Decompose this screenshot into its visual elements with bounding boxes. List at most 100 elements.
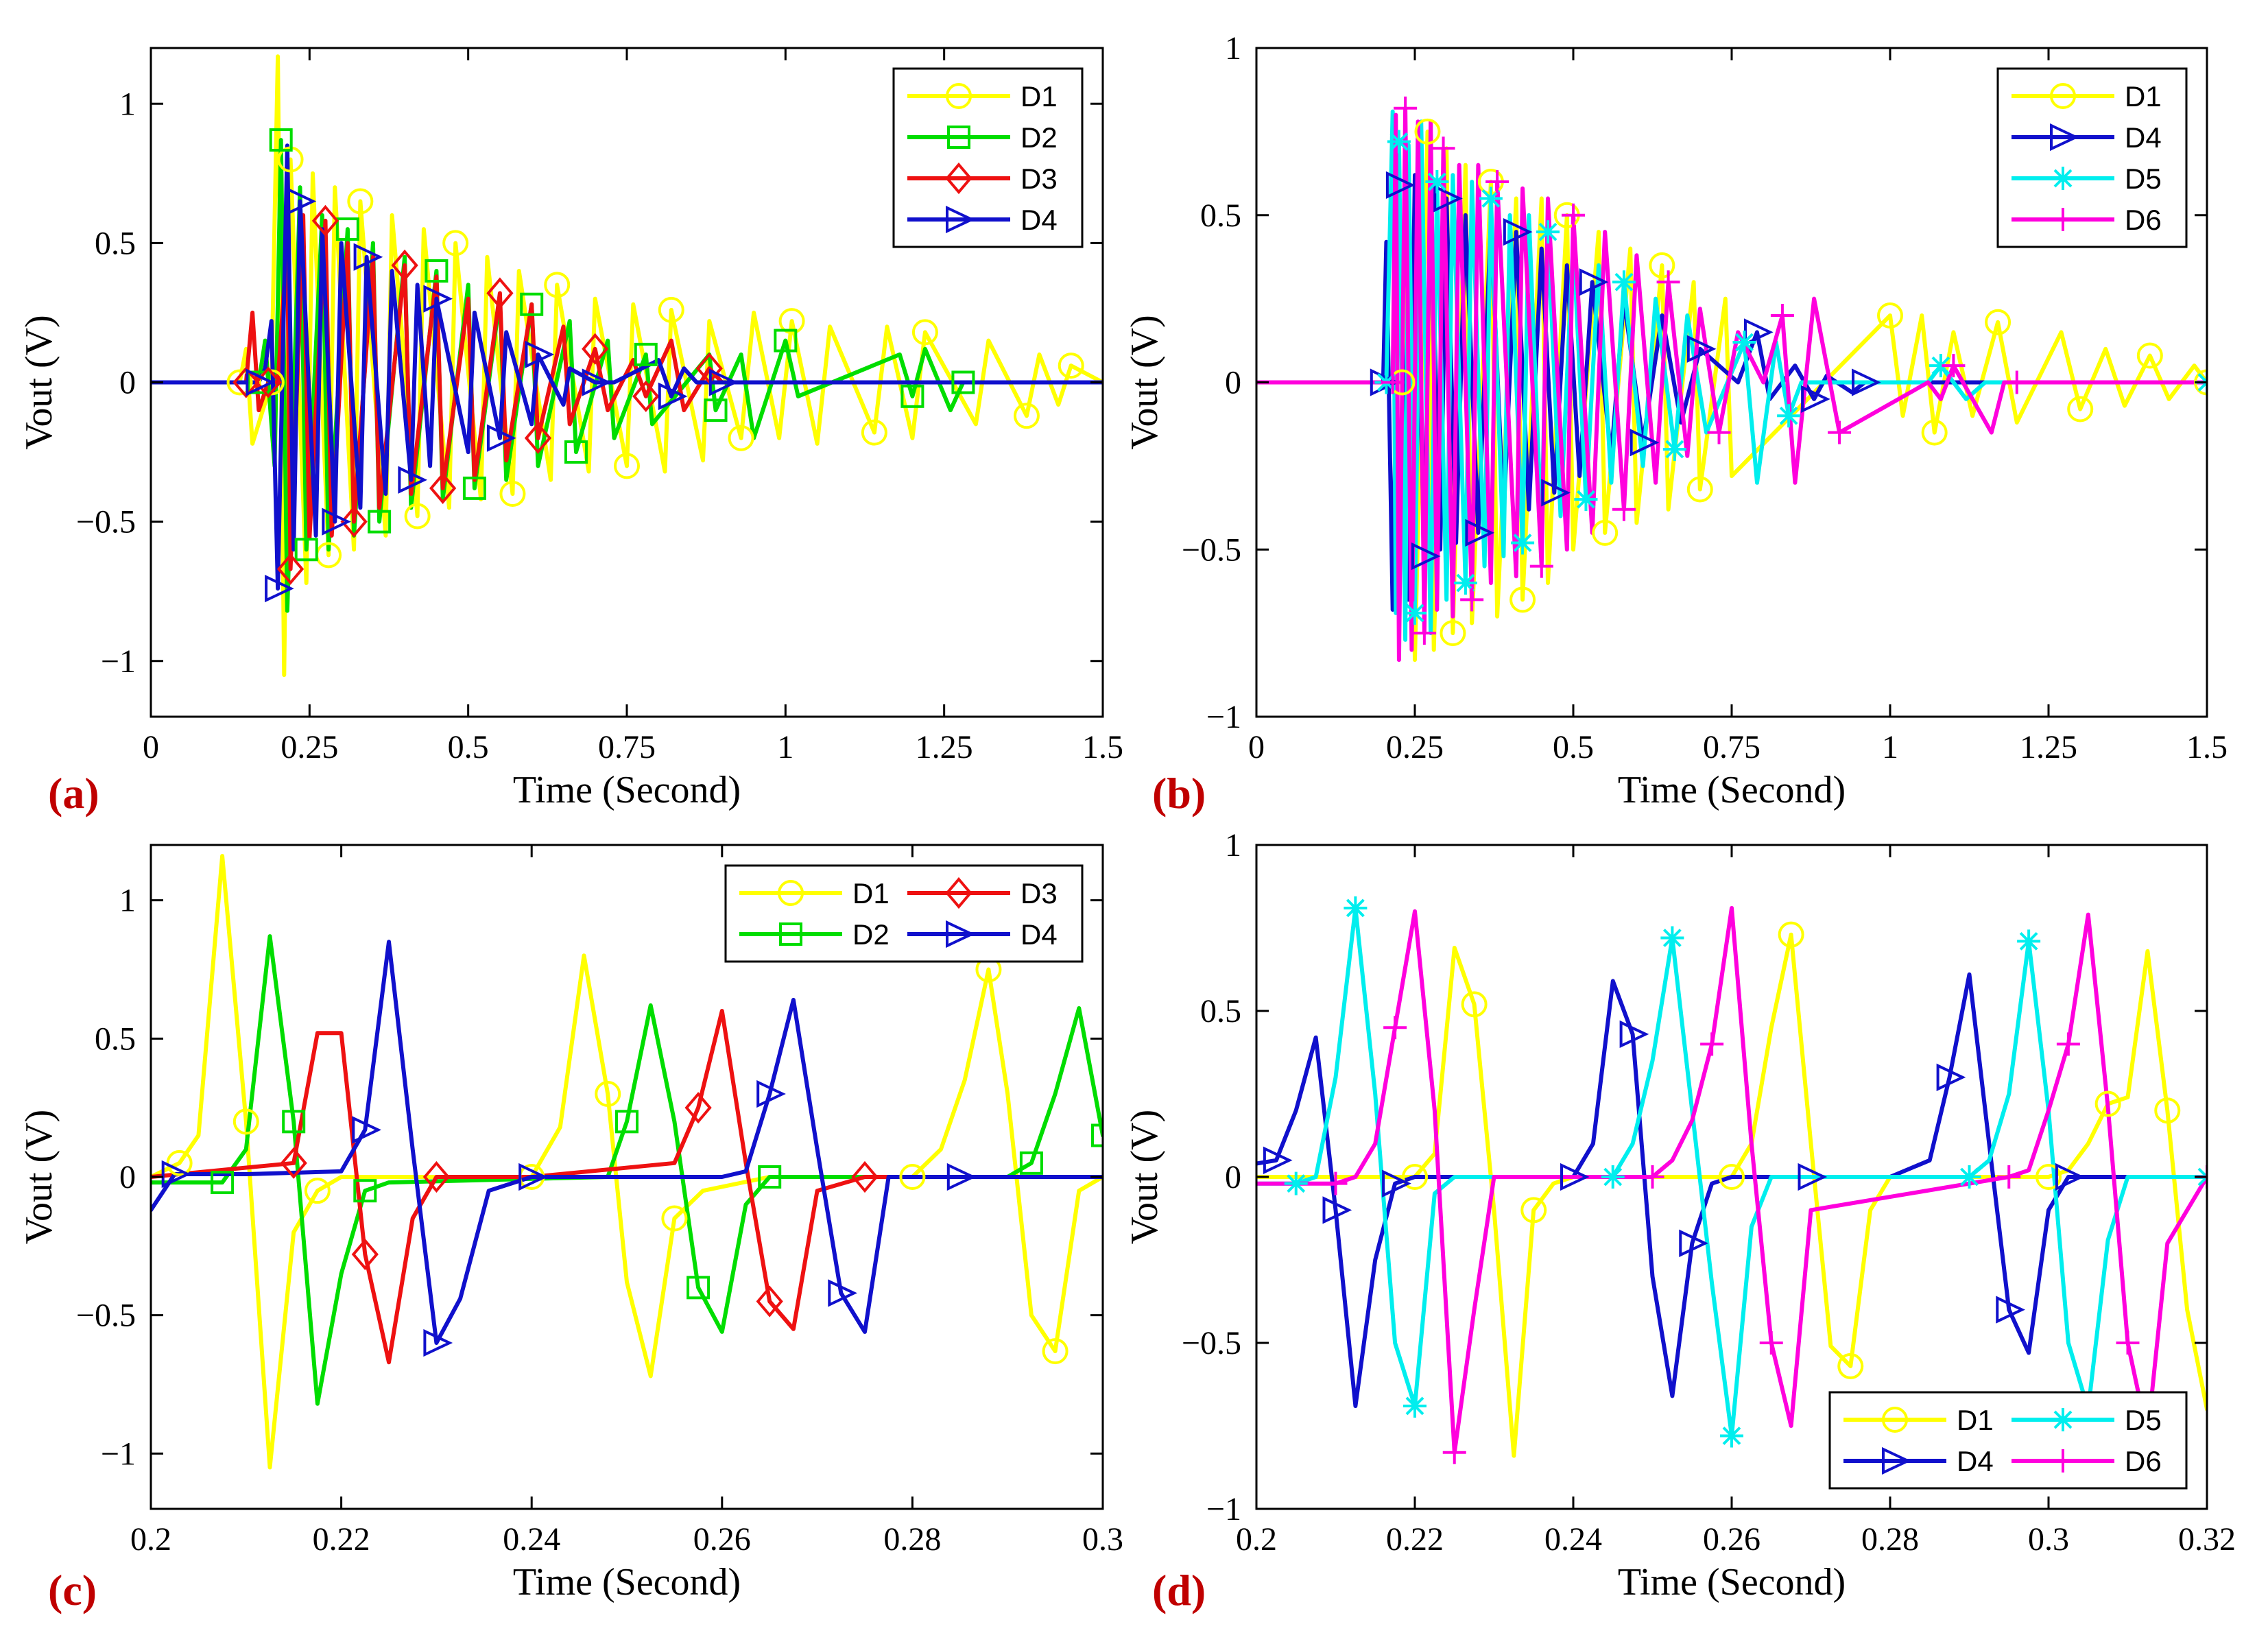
y-tick-label: −0.5 <box>1182 532 1241 568</box>
data-point-d2 <box>687 1276 711 1300</box>
data-point-d3 <box>632 380 660 412</box>
y-tick-label: −0.5 <box>1182 1325 1241 1361</box>
y-tick-label: 0 <box>1225 1159 1241 1195</box>
data-point-d6 <box>1529 554 1553 578</box>
legend-label-d2: D2 <box>1020 121 1058 154</box>
data-point-d1 <box>2067 396 2094 422</box>
x-tick-label: 0.28 <box>1861 1521 1919 1558</box>
marker-group <box>161 956 1103 1365</box>
data-point-d1 <box>1877 302 1903 329</box>
data-point-d5 <box>1403 1394 1427 1418</box>
data-point-d1 <box>1520 1197 1547 1224</box>
data-point-d3 <box>486 277 514 309</box>
y-tick-label: 0.5 <box>1200 198 1241 234</box>
data-point-d2 <box>425 259 449 283</box>
legend-label-d2: D2 <box>852 918 890 951</box>
x-axis-label: Time (Second) <box>513 1561 741 1604</box>
data-point-d2 <box>634 342 658 366</box>
data-point-d4 <box>1579 268 1609 296</box>
legend-marker-d4 <box>2050 123 2079 152</box>
panel-label: (d) <box>1152 1566 1206 1614</box>
data-point-d3 <box>280 1147 307 1179</box>
x-axis-label: Time (Second) <box>1618 1561 1846 1604</box>
legend-marker-d1 <box>2050 83 2076 109</box>
data-point-d4 <box>582 368 612 396</box>
data-point-d1 <box>2036 1164 2062 1190</box>
data-point-d4 <box>1560 1163 1590 1191</box>
data-point-d4 <box>246 368 275 396</box>
data-point-d4 <box>1541 479 1571 507</box>
series-line-d2 <box>151 934 1103 1406</box>
data-point-d5 <box>1929 354 1953 378</box>
data-point-d6 <box>1394 96 1418 120</box>
x-tick-label: 0.24 <box>1544 1521 1602 1558</box>
data-point-d6 <box>1828 420 1852 444</box>
y-tick-label: 0 <box>119 1159 136 1195</box>
data-point-d6 <box>1707 420 1731 444</box>
legend-label-d1: D1 <box>852 877 890 909</box>
y-tick-label: 0.5 <box>95 225 136 261</box>
data-point-d4 <box>1385 171 1416 200</box>
data-point-d1 <box>226 369 253 396</box>
x-tick-label: 0.22 <box>1386 1521 1444 1558</box>
data-point-d4 <box>423 1328 453 1357</box>
data-point-d6 <box>1381 370 1405 394</box>
x-tick-label: 1.25 <box>916 729 973 765</box>
data-point-d6 <box>1770 304 1794 327</box>
data-point-d5 <box>1284 1171 1308 1195</box>
data-point-d1 <box>544 272 571 298</box>
data-point-d3 <box>756 1285 783 1318</box>
data-point-d4 <box>1936 1063 1966 1091</box>
x-tick-label: 0.5 <box>1553 729 1594 765</box>
data-point-d3 <box>391 249 418 281</box>
data-point-d5 <box>1612 270 1636 294</box>
data-point-d1 <box>1921 419 1948 446</box>
chart-panel-4: 0.2 0.22 0.24 0.26 0.28 0.3 0.32 −1 −0.5 0 0.5 1 Tim… <box>1123 827 2236 1614</box>
data-point-d2 <box>774 329 798 353</box>
x-tick-label: 0.3 <box>1082 1521 1123 1558</box>
legend-label-d4: D4 <box>2125 121 2162 154</box>
panel-label: (a) <box>48 769 99 818</box>
data-point-d1 <box>778 308 805 335</box>
data-point-d2 <box>1091 1123 1103 1147</box>
data-point-d2 <box>368 510 392 534</box>
legend-marker-d4 <box>946 205 975 234</box>
data-point-d5 <box>1957 1165 1981 1189</box>
legend-marker-d2 <box>779 922 802 946</box>
data-point-d4 <box>161 1160 191 1189</box>
data-point-d1 <box>1440 620 1466 647</box>
x-tick-label: 0.32 <box>2178 1521 2236 1558</box>
x-tick-label: 0.28 <box>883 1521 941 1558</box>
data-point-d2 <box>462 476 486 500</box>
legend-marker-d4 <box>946 920 975 949</box>
data-point-d2 <box>900 384 924 408</box>
data-point-d1 <box>1592 519 1619 546</box>
data-point-d1 <box>1778 921 1804 948</box>
y-axis-label: Vout (V) <box>1123 1110 1166 1245</box>
x-tick-label: 1 <box>777 729 793 765</box>
data-point-d1 <box>728 425 754 451</box>
x-tick-label: 0.25 <box>280 729 338 765</box>
data-point-d1 <box>1509 586 1536 613</box>
marker-group <box>1370 96 2207 647</box>
data-point-d4 <box>1382 1169 1411 1197</box>
series-group <box>1256 106 2207 663</box>
x-tick-label: 0 <box>143 729 159 765</box>
legend-label-d4: D4 <box>1020 918 1058 951</box>
data-point-d5 <box>1403 601 1427 625</box>
series-line-d6 <box>1256 906 2207 1455</box>
data-point-d1 <box>658 296 684 323</box>
data-point-d5 <box>1453 571 1477 595</box>
data-point-d4 <box>1263 1146 1293 1174</box>
data-point-d4 <box>353 243 383 271</box>
y-tick-label: 0.5 <box>95 1021 136 1057</box>
y-tick-label: −0.5 <box>76 504 136 540</box>
y-tick-label: 1 <box>1225 827 1241 863</box>
x-tick-label: 0.25 <box>1386 729 1444 765</box>
legend: D1 D5 D4 D6 <box>1828 1391 2188 1490</box>
y-tick-label: 1 <box>119 883 136 919</box>
data-point-d2 <box>294 538 318 562</box>
data-point-d1 <box>166 1149 193 1176</box>
panel-label: (b) <box>1152 769 1206 818</box>
